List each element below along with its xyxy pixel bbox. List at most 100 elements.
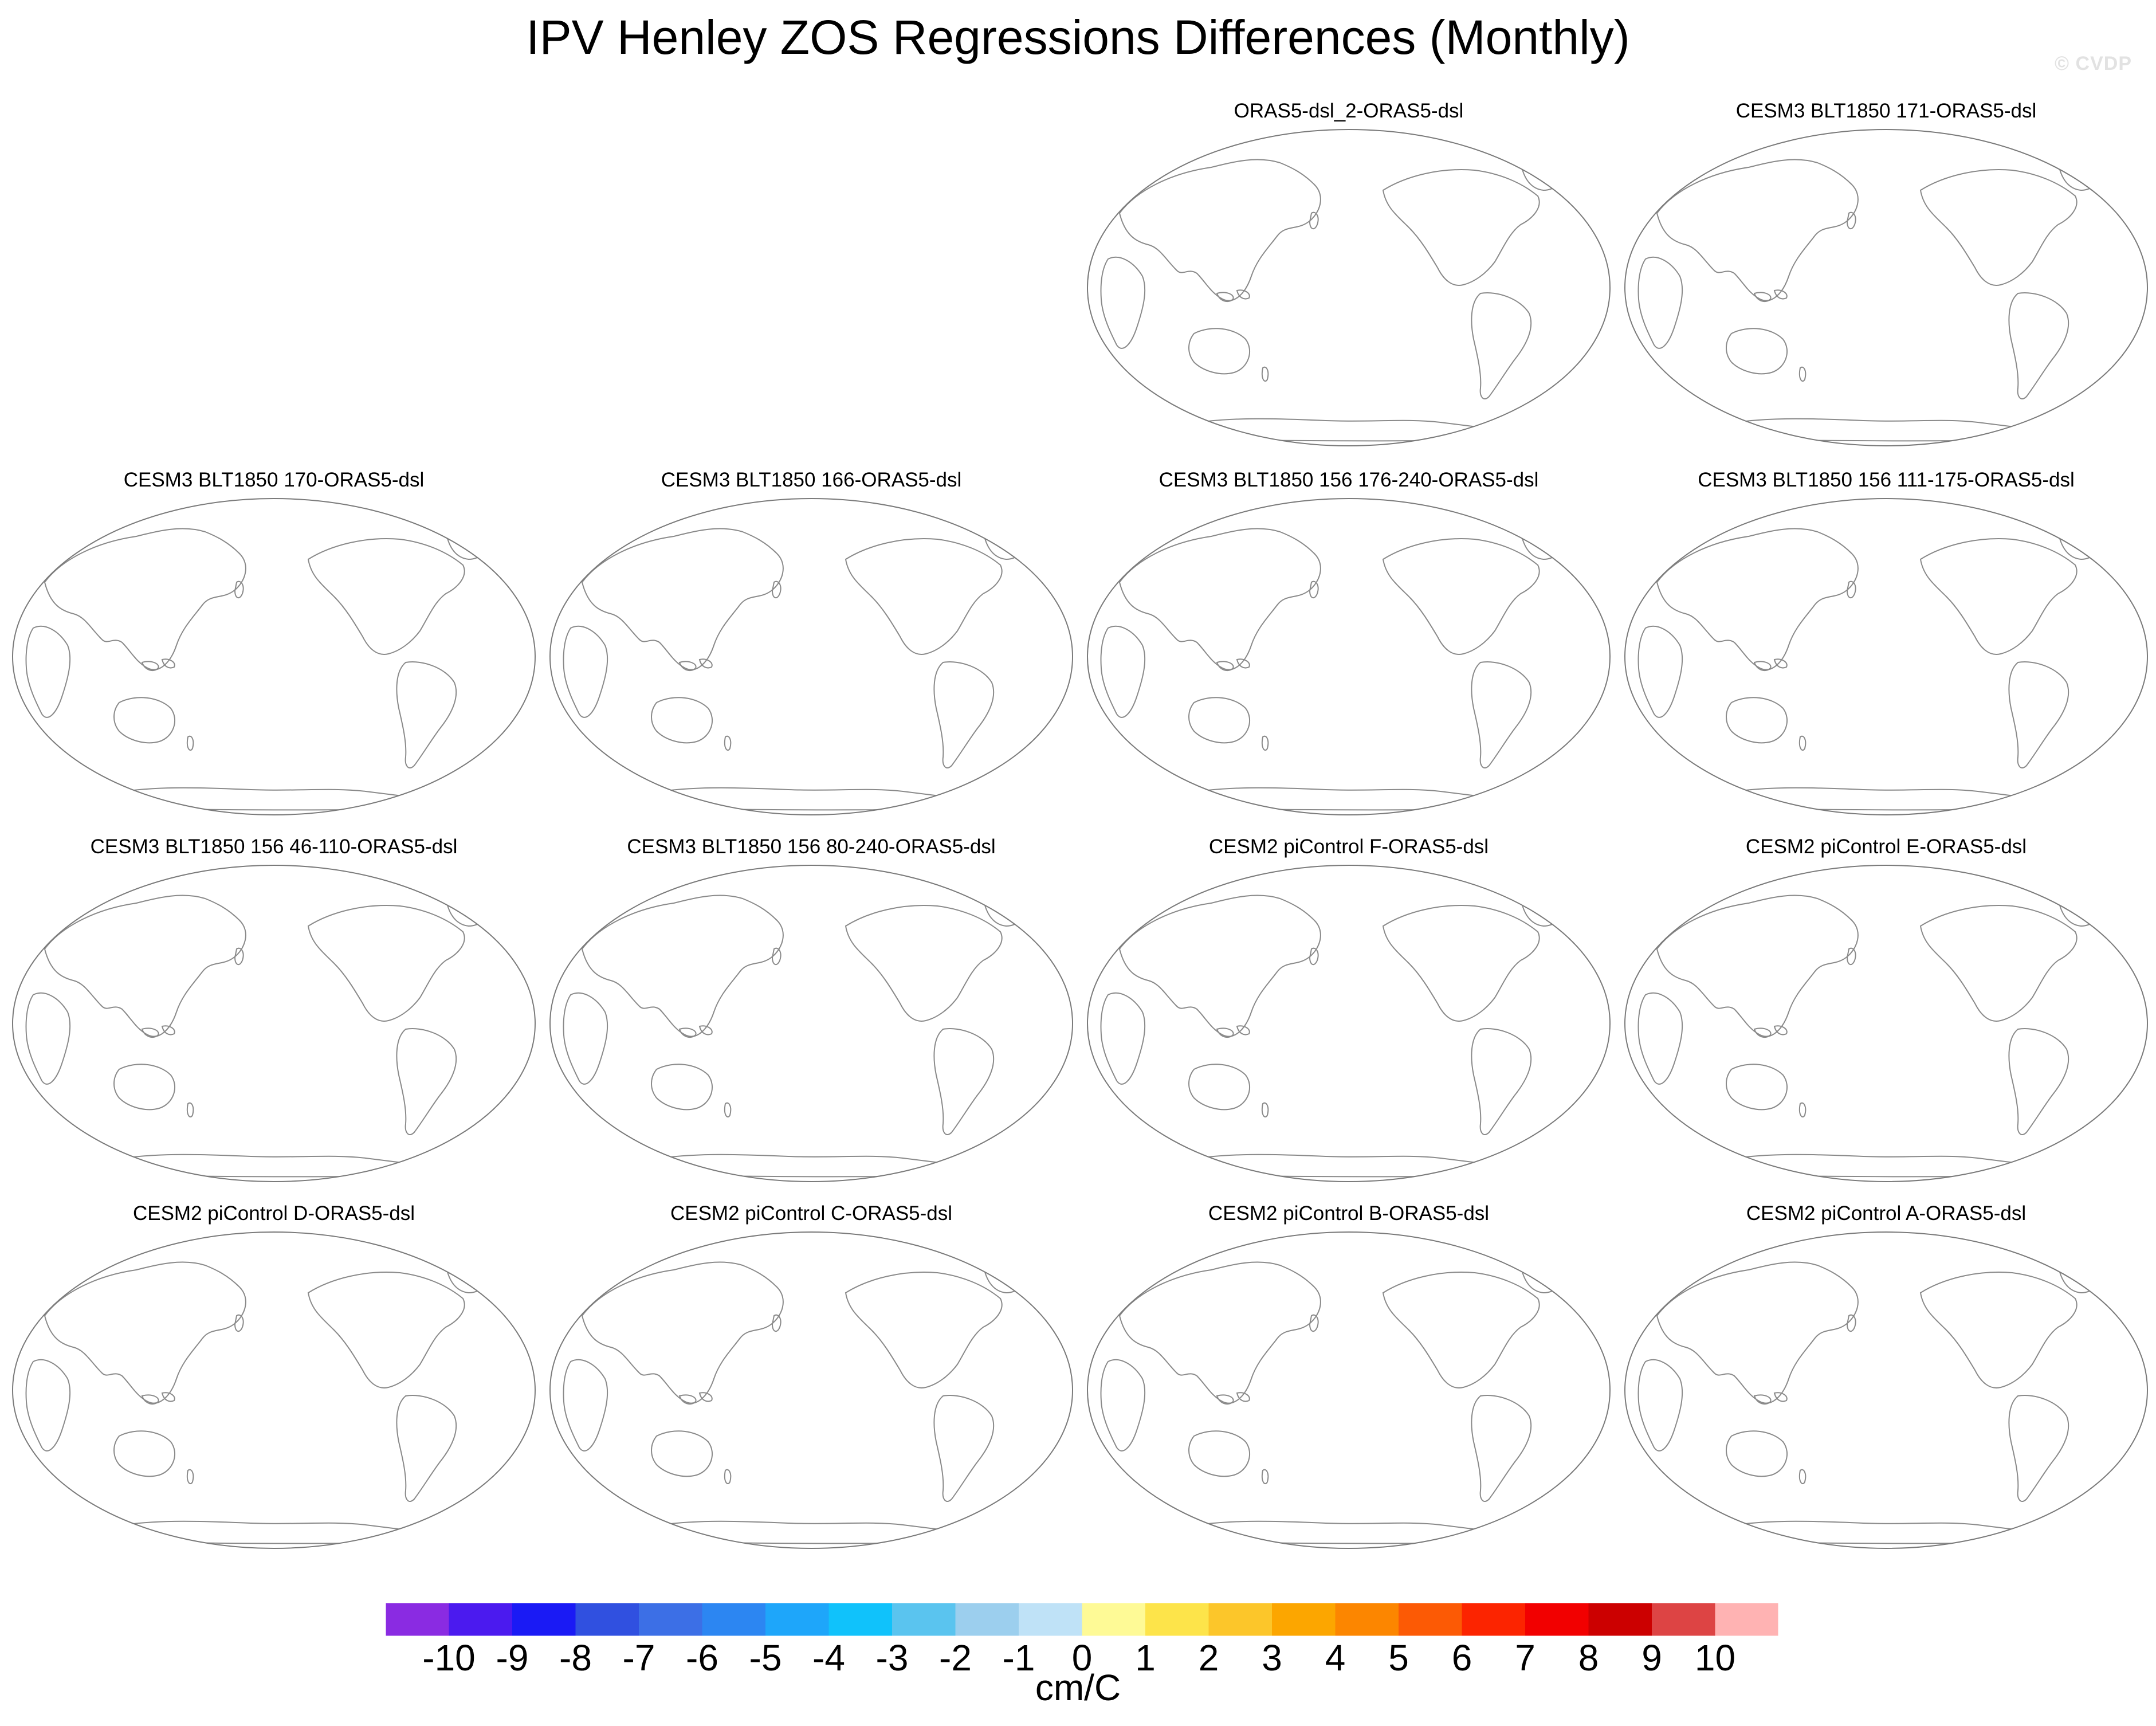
map-panel: CESM2 piControl F-ORAS5-dsl [1079, 832, 1618, 1182]
colorbar-tick-label: -8 [559, 1637, 592, 1678]
coastline [1718, 1520, 2060, 1544]
coastline [1799, 1102, 1807, 1118]
coastline [563, 625, 608, 718]
coastline [1309, 1314, 1319, 1332]
coastline [113, 1430, 176, 1477]
colorbar-tick-label: -7 [622, 1637, 655, 1678]
map-border [549, 865, 1073, 1182]
panel-title: CESM2 piControl C-ORAS5-dsl [670, 1202, 953, 1225]
colorbar-box [765, 1603, 829, 1636]
coastline [1262, 366, 1269, 382]
coastline [25, 992, 71, 1085]
coastline [234, 1314, 244, 1332]
coastline [307, 1272, 465, 1388]
colorbar-box [1082, 1603, 1146, 1636]
coastline [187, 1102, 194, 1118]
panel-title: CESM3 BLT1850 171-ORAS5-dsl [1735, 100, 2037, 122]
colorbar-tick-label: 5 [1388, 1637, 1409, 1678]
map-border [549, 498, 1073, 815]
map-panel: CESM3 BLT1850 156 46-110-ORAS5-dsl [5, 832, 543, 1182]
coastline [1188, 1064, 1251, 1111]
coastline [1726, 1430, 1788, 1477]
coastline [1382, 538, 1540, 655]
coastline [1100, 992, 1146, 1085]
coastline [187, 735, 194, 751]
world-map [1087, 1231, 1611, 1549]
coastline [724, 1469, 732, 1485]
world-map [1624, 129, 2148, 446]
coastline [161, 1392, 175, 1402]
world-map [1087, 498, 1611, 815]
colorbar-box [1525, 1603, 1589, 1636]
world-map [1624, 1231, 2148, 1549]
panel-title: CESM2 piControl B-ORAS5-dsl [1208, 1202, 1490, 1225]
colorbar-tick-label: 2 [1198, 1637, 1219, 1678]
map-panel: CESM2 piControl A-ORAS5-dsl [1617, 1199, 2155, 1549]
coastline [1519, 1261, 1562, 1294]
coastline [724, 1102, 732, 1118]
coastline [1216, 1394, 1234, 1405]
cvdp-watermark: © CVDP [2055, 53, 2132, 74]
map-border [1624, 865, 2148, 1182]
colorbar-box [1145, 1603, 1209, 1636]
world-map [12, 1231, 536, 1549]
coastline [1637, 625, 1683, 718]
colorbar-tick-label: 0 [1071, 1637, 1093, 1678]
panel-title: CESM3 BLT1850 156 176-240-ORAS5-dsl [1158, 469, 1539, 491]
coastline [396, 1395, 457, 1502]
map-panel: CESM3 BLT1850 170-ORAS5-dsl [5, 465, 543, 815]
coastline [113, 697, 176, 744]
coastline [1726, 328, 1788, 375]
coastline [1753, 292, 1772, 303]
coastline [106, 1520, 447, 1544]
map-panel: CESM3 BLT1850 156 80-240-ORAS5-dsl [542, 832, 1081, 1182]
colorbar-box [1588, 1603, 1652, 1636]
coastline [1718, 1154, 2060, 1178]
coastline [1262, 1102, 1269, 1118]
coastline [1919, 905, 2078, 1022]
coastline [651, 1430, 713, 1477]
coastline [771, 947, 781, 966]
coastline [1726, 1064, 1788, 1111]
coastline [1846, 947, 1856, 966]
colorbar-tick-label: -5 [749, 1637, 782, 1678]
colorbar-tick-label: 4 [1325, 1637, 1346, 1678]
coastline [1100, 1359, 1146, 1452]
world-map [12, 498, 536, 815]
coastline [44, 528, 246, 670]
coastline [1718, 418, 2060, 442]
coastline [678, 661, 697, 672]
coastline [1236, 289, 1250, 300]
coastline [1637, 992, 1683, 1085]
coastline [845, 538, 1003, 655]
colorbar-box [1335, 1603, 1399, 1636]
coastline [698, 1025, 713, 1035]
coastline [845, 1272, 1003, 1388]
coastline [2008, 661, 2069, 768]
coastline [1382, 169, 1540, 286]
panel-title: CESM2 piControl F-ORAS5-dsl [1208, 835, 1489, 858]
coastline [1773, 658, 1788, 669]
map-border [12, 1231, 536, 1549]
coastline [1181, 1520, 1522, 1544]
coastline [678, 1394, 697, 1405]
world-map [1624, 865, 2148, 1182]
coastline [563, 992, 608, 1085]
coastline [1519, 527, 1562, 560]
map-border [12, 498, 536, 815]
coastline [1726, 697, 1788, 744]
coastline [2057, 894, 2099, 927]
coastline [933, 1395, 995, 1502]
coastline [1799, 1469, 1807, 1485]
coastline [445, 527, 487, 560]
colorbar-box [1208, 1603, 1273, 1636]
coastline [1188, 1430, 1251, 1477]
coastline [643, 1154, 985, 1178]
coastline [1846, 211, 1856, 230]
coastline [44, 1261, 246, 1404]
coastline [933, 661, 995, 768]
coastline [1181, 787, 1522, 811]
coastline [1753, 1394, 1772, 1405]
coastline [2057, 158, 2099, 191]
colorbar-box [639, 1603, 702, 1636]
